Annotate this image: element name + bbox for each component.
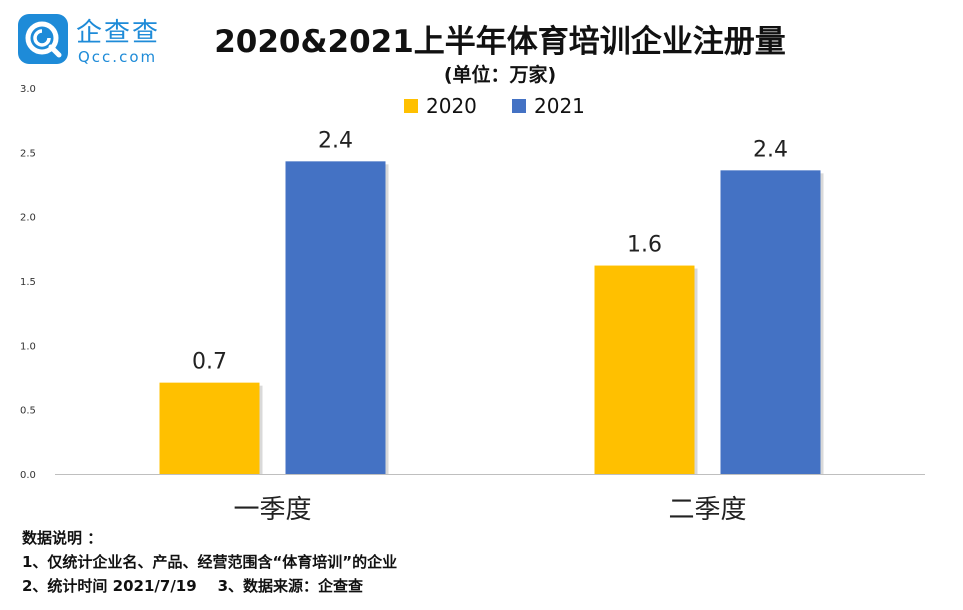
- logo-name: 企查查: [76, 18, 161, 48]
- y-tick-label: 0.5: [20, 406, 36, 417]
- qcc-logo-icon: [18, 14, 68, 64]
- notes-heading: 数据说明 ：: [22, 529, 103, 547]
- y-tick-label: 3.0: [20, 84, 36, 95]
- data-notes: 数据说明 ： 1、仅统计企业名、产品、经营范围含“体育培训”的企业 2、统计时间…: [22, 526, 397, 598]
- category-label: 二季度: [668, 495, 746, 525]
- bar-2021-0: [285, 161, 386, 474]
- bar-2020-1: [594, 265, 695, 474]
- y-tick-label: 2.0: [20, 213, 36, 224]
- chart-subtitle: (单位：万家): [443, 64, 557, 86]
- y-tick-label: 1.0: [20, 341, 36, 352]
- notes-line-2: 2、统计时间 2021/7/19 3、数据来源：企查查: [22, 577, 364, 595]
- qcc-logo: 企查查 Qcc.com: [18, 12, 208, 68]
- y-tick-label: 2.5: [20, 148, 36, 159]
- logo-domain: Qcc.com: [78, 48, 158, 66]
- bar-2020-0: [159, 382, 260, 474]
- y-tick-label: 1.5: [20, 277, 36, 288]
- data-label: 0.7: [192, 350, 227, 375]
- legend-swatch-2020: [404, 99, 418, 113]
- chart-title: 2020&2021上半年体育培训企业注册量: [214, 24, 786, 60]
- data-label: 1.6: [627, 233, 662, 258]
- category-label: 一季度: [233, 495, 311, 525]
- legend-label-2020: 2020: [426, 94, 477, 118]
- data-label: 2.4: [318, 128, 353, 153]
- y-tick-label: 0.0: [20, 470, 36, 481]
- legend-swatch-2021: [512, 99, 526, 113]
- notes-line-1: 1、仅统计企业名、产品、经营范围含“体育培训”的企业: [22, 553, 398, 571]
- bar-2021-1: [720, 170, 821, 474]
- data-label: 2.4: [753, 137, 788, 162]
- legend-label-2021: 2021: [534, 94, 585, 118]
